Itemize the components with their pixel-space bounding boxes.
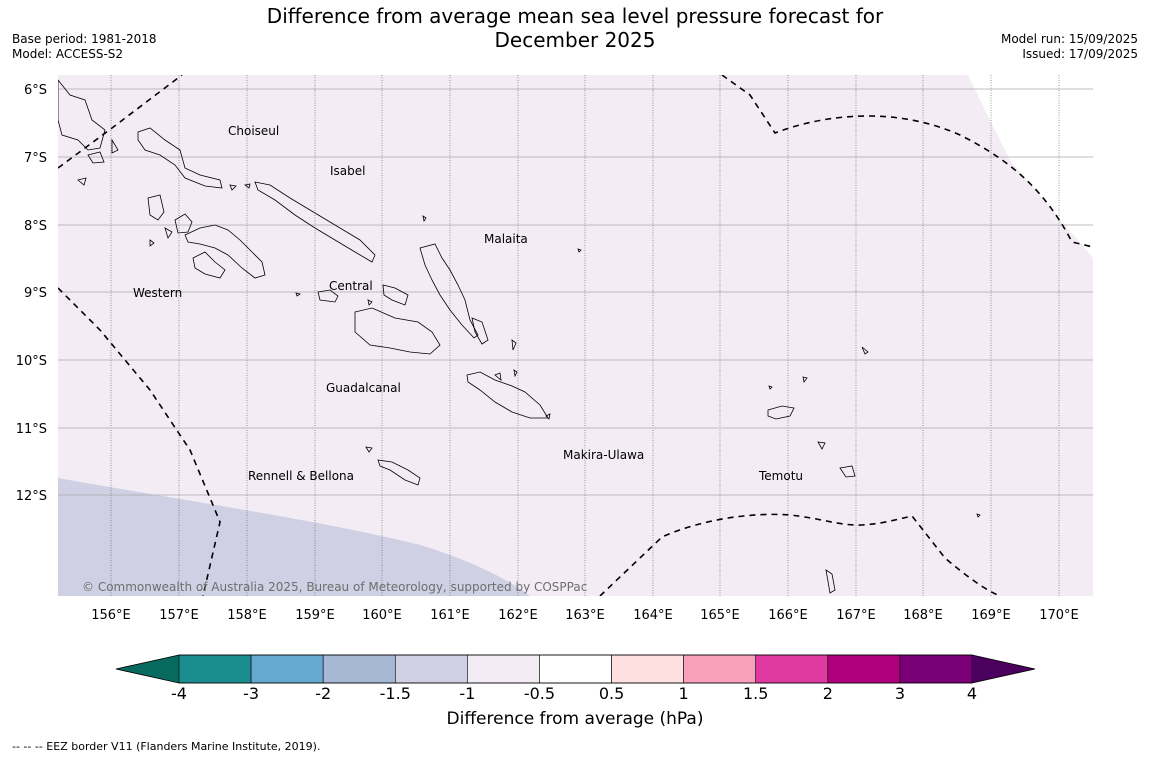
lon-label: 170°E	[1039, 608, 1079, 623]
colorbar-segment	[539, 654, 612, 684]
lon-label: 168°E	[903, 608, 943, 623]
model-run: Model run: 15/09/2025	[1000, 32, 1138, 46]
label-isabel: Isabel	[330, 164, 365, 178]
longitude-gridlines	[110, 75, 1060, 596]
colorbar-tick-label: -2	[315, 684, 331, 703]
lat-label: 7°S	[24, 151, 47, 166]
lon-label: 157°E	[159, 608, 199, 623]
colorbar-tick-label: 0.5	[599, 684, 624, 703]
lon-label: 159°E	[295, 608, 335, 623]
lon-label: 166°E	[768, 608, 808, 623]
label-western: Western	[133, 286, 182, 300]
label-temotu: Temotu	[758, 469, 803, 483]
colorbar-tick-label: -4	[171, 684, 187, 703]
copyright-notice: © Commonwealth of Australia 2025, Bureau…	[82, 580, 588, 594]
lat-label: 6°S	[24, 83, 47, 98]
colorbar-outline	[115, 654, 1036, 684]
issued-date: Issued: 17/09/2025	[1022, 47, 1138, 61]
meta-left: Base period: 1981-2018 Model: ACCESS-S2	[12, 32, 157, 62]
meta-right: Model run: 15/09/2025 Issued: 17/09/2025	[1001, 32, 1138, 62]
eez-borders	[58, 75, 1093, 596]
colorbar-tick-label: -1	[459, 684, 475, 703]
lat-label: 12°S	[16, 489, 47, 504]
colorbar-segment	[467, 654, 540, 684]
colorbar-extend-low	[116, 655, 179, 683]
colorbar-segment	[322, 654, 396, 684]
colorbar-tick-labels: -4 -3 -2 -1.5 -1 -0.5 0.5 1 1.5 2 3 4	[171, 684, 977, 703]
label-malaita: Malaita	[484, 232, 528, 246]
colorbar-tick-label: 4	[967, 684, 977, 703]
lon-label: 158°E	[227, 608, 267, 623]
lon-label: 156°E	[91, 608, 131, 623]
colorbar-segments	[178, 654, 973, 684]
label-central: Central	[329, 279, 373, 293]
colorbar-extend-high	[972, 655, 1035, 683]
colorbar-title: Difference from average (hPa)	[446, 709, 704, 729]
colorbar-segment	[611, 654, 684, 684]
label-makira-ulawa: Makira-Ulawa	[563, 448, 644, 462]
title-line-2: December 2025	[494, 28, 656, 52]
title-line-1: Difference from average mean sea level p…	[266, 4, 884, 28]
label-guadalcanal: Guadalcanal	[326, 381, 401, 395]
chart-title: Difference from average mean sea level p…	[200, 4, 950, 52]
colorbar-tick-label: 1.5	[743, 684, 768, 703]
lat-label: 11°S	[16, 422, 47, 437]
coastlines	[58, 79, 981, 594]
eez-legend-note: -- -- -- EEZ border V11 (Flanders Marine…	[12, 740, 321, 753]
colorbar-segment	[755, 654, 829, 684]
colorbar: -4 -3 -2 -1.5 -1 -0.5 0.5 1 1.5 2 3 4	[115, 654, 1036, 703]
province-labels: Choiseul Isabel Malaita Western Central …	[133, 124, 803, 483]
map: Choiseul Isabel Malaita Western Central …	[16, 75, 1093, 623]
lon-label: 161°E	[430, 608, 470, 623]
colorbar-segment	[250, 654, 324, 684]
lat-label: 8°S	[24, 219, 47, 234]
lon-label: 163°E	[565, 608, 605, 623]
colorbar-tick-label: 3	[895, 684, 905, 703]
lat-label: 9°S	[24, 286, 47, 301]
lon-label: 165°E	[700, 608, 740, 623]
lon-label: 169°E	[971, 608, 1011, 623]
colorbar-segment	[683, 654, 757, 684]
lon-label: 160°E	[362, 608, 402, 623]
colorbar-segment	[827, 654, 901, 684]
lon-label: 162°E	[498, 608, 538, 623]
lat-label: 10°S	[16, 354, 47, 369]
colorbar-tick-label: 1	[679, 684, 689, 703]
label-rennell-bellona: Rennell & Bellona	[248, 469, 354, 483]
model-name: Model: ACCESS-S2	[12, 47, 124, 61]
latitude-gridlines	[58, 88, 1093, 496]
label-choiseul: Choiseul	[228, 124, 279, 138]
colorbar-tick-label: -0.5	[524, 684, 555, 703]
colorbar-tick-label: 2	[823, 684, 833, 703]
pressure-fill-low	[58, 478, 530, 596]
colorbar-tick-label: -3	[243, 684, 259, 703]
colorbar-tick-label: -1.5	[380, 684, 411, 703]
longitude-labels: 156°E 157°E 158°E 159°E 160°E 161°E 162°…	[91, 608, 1079, 623]
colorbar-segment	[394, 654, 468, 684]
lon-label: 164°E	[633, 608, 673, 623]
colorbar-segment	[899, 654, 973, 684]
colorbar-segment	[178, 654, 252, 684]
pressure-fill-neutral	[968, 75, 1093, 258]
latitude-labels: 6°S 7°S 8°S 9°S 10°S 11°S 12°S	[16, 83, 47, 504]
base-period: Base period: 1981-2018	[12, 32, 157, 46]
lon-label: 167°E	[836, 608, 876, 623]
